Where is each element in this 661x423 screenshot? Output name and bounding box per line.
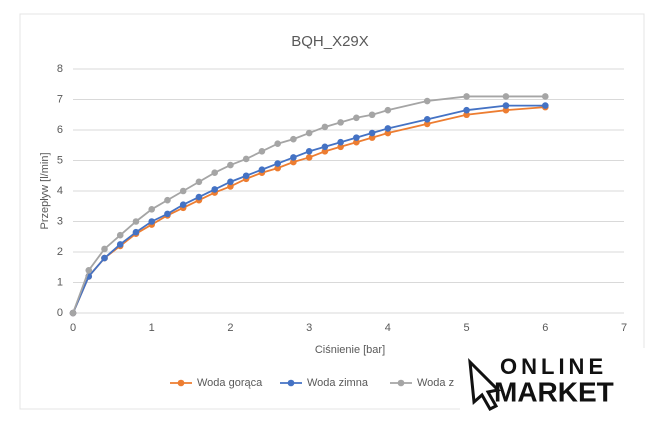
legend-marker [177, 379, 185, 387]
data-point [290, 135, 297, 143]
data-point [463, 106, 470, 114]
data-point [305, 154, 313, 161]
data-point [423, 97, 431, 105]
data-point [502, 102, 510, 109]
x-tick-label: 4 [385, 322, 391, 334]
data-point [463, 111, 470, 119]
legend-label: Woda zimna [307, 377, 369, 389]
data-point [384, 125, 392, 132]
data-point [258, 148, 266, 155]
data-point [179, 201, 187, 209]
y-tick-label: 8 [57, 63, 63, 75]
x-tick-label: 5 [464, 322, 470, 334]
data-point [69, 309, 77, 317]
data-point [274, 160, 281, 167]
data-point [305, 148, 313, 155]
data-point [368, 129, 376, 137]
x-tick-label: 1 [149, 322, 155, 334]
data-point [132, 228, 140, 236]
y-tick-label: 5 [57, 154, 63, 166]
data-point [274, 164, 281, 172]
x-axis-label: Ciśnienie [bar] [315, 344, 385, 356]
y-tick-label: 3 [57, 215, 63, 227]
y-tick-label: 6 [57, 124, 63, 136]
data-point [353, 134, 360, 141]
data-point [164, 210, 171, 218]
y-tick-label: 7 [57, 93, 63, 105]
data-point [195, 193, 203, 201]
y-tick-label: 0 [57, 307, 63, 319]
data-point [132, 218, 140, 225]
data-point [423, 116, 431, 123]
logo-text: ONLINE [500, 354, 607, 379]
logo-cursor [468, 357, 502, 411]
legend-marker [287, 379, 295, 387]
data-point [211, 169, 218, 176]
x-tick-label: 7 [621, 322, 627, 334]
data-point [274, 140, 281, 148]
y-axis-label: Przepływ [l/min] [39, 152, 51, 229]
chart-frame [19, 13, 645, 410]
data-point [148, 206, 156, 213]
data-point [384, 129, 392, 137]
legend-marker [397, 379, 405, 387]
data-point [290, 154, 297, 161]
data-point [321, 148, 329, 155]
data-point [242, 172, 250, 180]
data-point [541, 102, 549, 109]
x-tick-label: 3 [306, 322, 312, 334]
data-point [116, 241, 124, 248]
data-point [337, 138, 344, 146]
data-point [502, 106, 510, 114]
data-point [305, 129, 313, 137]
y-tick-label: 2 [57, 246, 63, 258]
data-point [227, 161, 234, 169]
legend-label: Woda gorąca [197, 377, 263, 389]
data-point [368, 134, 376, 141]
data-point [423, 120, 431, 128]
data-point [211, 186, 218, 193]
data-point [195, 178, 203, 186]
y-tick-label: 1 [57, 276, 63, 288]
x-tick-label: 0 [70, 322, 76, 334]
data-point [258, 166, 266, 173]
data-point [101, 254, 108, 262]
data-point [337, 143, 344, 151]
chart-title: BQH_X29X [291, 33, 369, 50]
data-point [164, 196, 171, 204]
data-point [502, 93, 510, 100]
data-point [321, 123, 329, 131]
data-point [227, 183, 234, 190]
x-tick-label: 2 [227, 322, 233, 334]
logo: ONLINE MARKET [460, 348, 645, 412]
data-point [116, 231, 124, 239]
data-point [101, 245, 108, 253]
data-point [227, 178, 234, 186]
data-point [463, 93, 470, 100]
data-point [242, 155, 250, 163]
y-tick-label: 4 [57, 185, 63, 197]
data-point [384, 106, 392, 114]
data-point [290, 158, 297, 166]
data-point [148, 218, 156, 225]
data-point [85, 267, 93, 274]
data-point [321, 143, 329, 151]
legend-label: Woda z [417, 377, 454, 389]
x-tick-label: 6 [542, 322, 548, 334]
data-point [353, 138, 360, 146]
data-point [353, 114, 360, 122]
data-point [541, 93, 549, 100]
data-point [179, 187, 187, 195]
data-point [337, 119, 344, 126]
data-point [368, 111, 376, 119]
logo-text: MARKET [494, 376, 614, 407]
